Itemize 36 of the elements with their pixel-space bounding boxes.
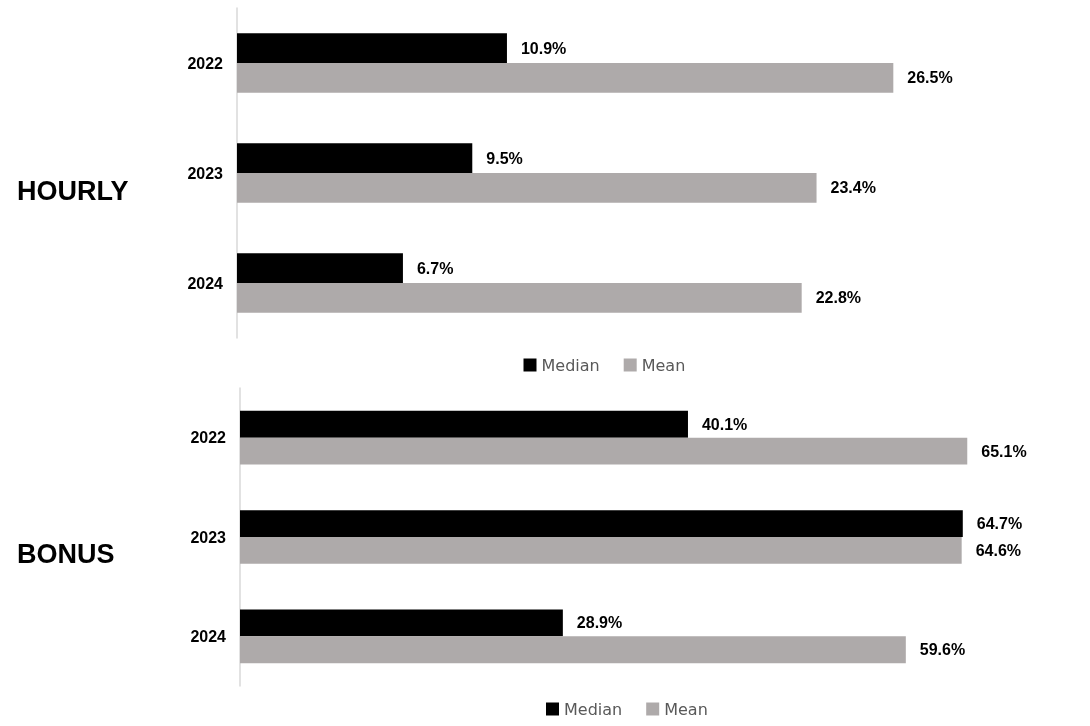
legend-label: Median (564, 699, 623, 719)
data-label: 9.5% (486, 149, 523, 167)
bar (240, 510, 963, 537)
bar (240, 410, 688, 438)
data-label: 26.5% (907, 69, 953, 87)
text: HOURLY (17, 176, 129, 206)
legend-label: Mean (664, 699, 708, 719)
bar (240, 437, 968, 465)
bar (237, 33, 507, 63)
data-label: 65.1% (981, 442, 1027, 460)
bar (240, 537, 962, 564)
data-label: 23.4% (830, 179, 876, 197)
data-label: 64.7% (976, 515, 1023, 533)
y-tick-label: 2023 (190, 528, 227, 546)
y-tick-label: 2023 (187, 164, 224, 182)
bar (240, 636, 906, 664)
data-label: 10.9% (520, 39, 567, 57)
data-label: 59.6% (919, 641, 966, 659)
y-tick-label: 2024 (190, 627, 227, 645)
data-label: 6.7% (416, 259, 454, 277)
y-tick-label: 2022 (187, 54, 224, 72)
y-tick-label: 2022 (190, 429, 227, 447)
text: BONUS (17, 539, 115, 569)
data-label: 22.8% (815, 289, 862, 307)
bar (237, 253, 403, 283)
data-label: 40.1% (701, 415, 748, 433)
data-label: 28.9% (576, 614, 623, 632)
legend-label: Mean (641, 355, 686, 375)
data-label: 64.6% (975, 541, 1022, 559)
bar (237, 143, 473, 173)
bar (237, 283, 802, 313)
legend-label: Median (541, 355, 600, 375)
bar (240, 609, 563, 637)
bar (237, 63, 894, 93)
bar (237, 173, 817, 203)
y-tick-label: 2024 (187, 274, 224, 292)
